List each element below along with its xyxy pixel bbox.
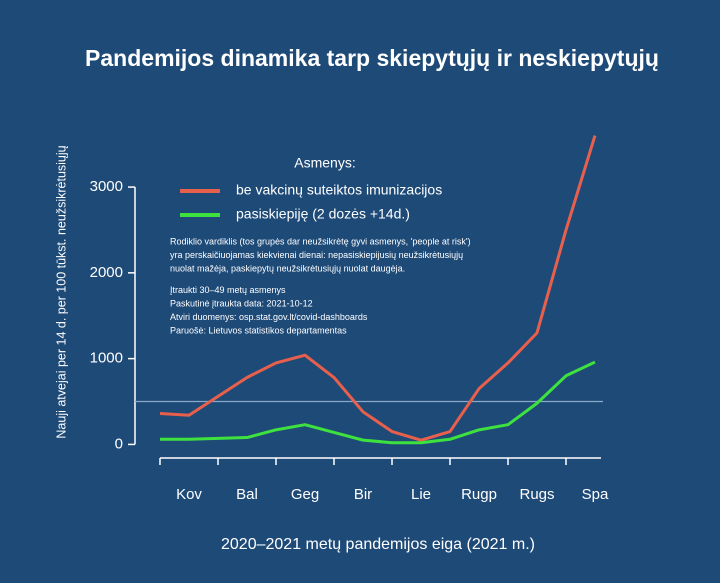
note: nuolat mažėja, paskiepytų neužsikrėtusių… bbox=[170, 263, 405, 273]
y-tick-label: 2000 bbox=[90, 264, 123, 281]
x-tick-label: Rugp bbox=[461, 486, 497, 503]
note: Paruošė: Lietuvos statistikos departamen… bbox=[170, 325, 347, 335]
series-line bbox=[160, 360, 596, 445]
legend-label: pasiskiepiję (2 dozės +14d.) bbox=[236, 206, 410, 222]
legend-title: Asmenys: bbox=[294, 155, 355, 171]
note: Atviri duomenys: osp.stat.gov.lt/covid-d… bbox=[170, 312, 368, 322]
y-axis-label: Nauji atvejai per 14 d. per 100 tūkst. n… bbox=[54, 145, 68, 438]
y-tick-label: 0 bbox=[115, 435, 123, 452]
chart-title: Pandemijos dinamika tarp skiepytųjų ir n… bbox=[85, 45, 659, 71]
x-tick-label: Spa bbox=[582, 486, 609, 503]
x-tick-label: Rugs bbox=[519, 486, 554, 503]
note: yra perskaičiuojamas kiekvienai dienai: … bbox=[170, 250, 463, 260]
x-tick-label: Bir bbox=[354, 486, 372, 503]
x-tick-label: Kov bbox=[176, 486, 202, 503]
note: Rodiklio vardiklis (tos grupės dar neužs… bbox=[170, 236, 471, 246]
x-tick-label: Bal bbox=[236, 486, 258, 503]
note: Įtraukti 30–49 metų asmenys bbox=[170, 285, 286, 295]
y-tick-label: 1000 bbox=[90, 350, 123, 367]
x-tick-label: Geg bbox=[291, 486, 319, 503]
x-axis-label: 2020–2021 metų pandemijos eiga (2021 m.) bbox=[221, 536, 535, 553]
note: Paskutinė įtraukta data: 2021-10-12 bbox=[170, 298, 313, 308]
x-tick-label: Lie bbox=[411, 486, 431, 503]
series-line bbox=[159, 135, 597, 442]
legend-label: be vakcinų suteiktos imunizacijos bbox=[236, 182, 442, 198]
y-tick-label: 3000 bbox=[90, 178, 123, 195]
